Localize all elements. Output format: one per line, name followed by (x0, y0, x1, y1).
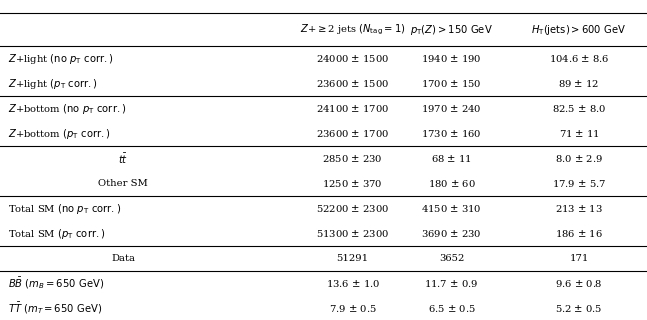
Text: 1970 $\pm$ 240: 1970 $\pm$ 240 (421, 103, 482, 114)
Text: 51300 $\pm$ 2300: 51300 $\pm$ 2300 (316, 228, 389, 239)
Text: 51291: 51291 (336, 254, 369, 263)
Text: $Z$+light $(p_{\mathrm{T}}\ \mathrm{corr.})$: $Z$+light $(p_{\mathrm{T}}\ \mathrm{corr… (8, 77, 98, 91)
Text: 5.2 $\pm$ 0.5: 5.2 $\pm$ 0.5 (555, 303, 603, 314)
Text: Total SM $(\mathrm{no}\ p_{\mathrm{T}}\ \mathrm{corr.})$: Total SM $(\mathrm{no}\ p_{\mathrm{T}}\ … (8, 202, 122, 216)
Text: 8.0 $\pm$ 2.9: 8.0 $\pm$ 2.9 (555, 153, 603, 164)
Text: $Z$+bottom $(\mathrm{no}\ p_{\mathrm{T}}\ \mathrm{corr.})$: $Z$+bottom $(\mathrm{no}\ p_{\mathrm{T}}… (8, 102, 127, 116)
Text: 17.9 $\pm$ 5.7: 17.9 $\pm$ 5.7 (552, 178, 606, 189)
Text: 186 $\pm$ 16: 186 $\pm$ 16 (555, 228, 603, 239)
Text: $Z$+bottom $(p_{\mathrm{T}}\ \mathrm{corr.})$: $Z$+bottom $(p_{\mathrm{T}}\ \mathrm{cor… (8, 127, 111, 141)
Text: 2850 $\pm$ 230: 2850 $\pm$ 230 (322, 153, 383, 164)
Text: 6.5 $\pm$ 0.5: 6.5 $\pm$ 0.5 (428, 303, 476, 314)
Text: 3690 $\pm$ 230: 3690 $\pm$ 230 (421, 228, 482, 239)
Text: $T\bar{T}\ (m_T = 650\ \mathrm{GeV})$: $T\bar{T}\ (m_T = 650\ \mathrm{GeV})$ (8, 301, 102, 316)
Text: $p_{\mathrm{T}}(Z)>150\ \mathrm{GeV}$: $p_{\mathrm{T}}(Z)>150\ \mathrm{GeV}$ (410, 23, 493, 36)
Text: 1700 $\pm$ 150: 1700 $\pm$ 150 (421, 78, 482, 89)
Text: 1730 $\pm$ 160: 1730 $\pm$ 160 (421, 128, 482, 139)
Text: 71 $\pm$ 11: 71 $\pm$ 11 (558, 128, 600, 139)
Text: 213 $\pm$ 13: 213 $\pm$ 13 (555, 203, 603, 214)
Text: $Z$+light $(\mathrm{no}\ p_{\mathrm{T}}\ \mathrm{corr.})$: $Z$+light $(\mathrm{no}\ p_{\mathrm{T}}\… (8, 52, 114, 66)
Text: 7.9 $\pm$ 0.5: 7.9 $\pm$ 0.5 (329, 303, 377, 314)
Text: 68 $\pm$ 11: 68 $\pm$ 11 (431, 153, 472, 164)
Text: $t\bar{t}$: $t\bar{t}$ (118, 152, 128, 166)
Text: 171: 171 (569, 254, 589, 263)
Text: 89 $\pm$ 12: 89 $\pm$ 12 (558, 78, 600, 89)
Text: 23600 $\pm$ 1500: 23600 $\pm$ 1500 (316, 78, 389, 89)
Text: $H_{\mathrm{T}}(\mathrm{jets})>600\ \mathrm{GeV}$: $H_{\mathrm{T}}(\mathrm{jets})>600\ \mat… (531, 23, 627, 36)
Text: 104.6 $\pm$ 8.6: 104.6 $\pm$ 8.6 (549, 53, 609, 64)
Text: Data: Data (111, 254, 135, 263)
Text: $Z$+$\geq$2 jets $(N_{\mathrm{tag}}=1)$: $Z$+$\geq$2 jets $(N_{\mathrm{tag}}=1)$ (300, 22, 406, 37)
Text: 13.6 $\pm$ 1.0: 13.6 $\pm$ 1.0 (325, 278, 380, 289)
Text: 1250 $\pm$ 370: 1250 $\pm$ 370 (322, 178, 383, 189)
Text: 24000 $\pm$ 1500: 24000 $\pm$ 1500 (316, 53, 389, 64)
Text: 4150 $\pm$ 310: 4150 $\pm$ 310 (421, 203, 482, 214)
Text: 24100 $\pm$ 1700: 24100 $\pm$ 1700 (316, 103, 389, 114)
Text: 11.7 $\pm$ 0.9: 11.7 $\pm$ 0.9 (424, 278, 479, 289)
Text: 180 $\pm$ 60: 180 $\pm$ 60 (428, 178, 476, 189)
Text: 23600 $\pm$ 1700: 23600 $\pm$ 1700 (316, 128, 389, 139)
Text: 9.6 $\pm$ 0.8: 9.6 $\pm$ 0.8 (555, 278, 603, 289)
Text: Total SM $(p_{\mathrm{T}}\ \mathrm{corr.})$: Total SM $(p_{\mathrm{T}}\ \mathrm{corr.… (8, 227, 106, 241)
Text: $B\bar{B}\ (m_B = 650\ \mathrm{GeV})$: $B\bar{B}\ (m_B = 650\ \mathrm{GeV})$ (8, 276, 105, 291)
Text: 3652: 3652 (439, 254, 465, 263)
Text: 52200 $\pm$ 2300: 52200 $\pm$ 2300 (316, 203, 389, 214)
Text: 82.5 $\pm$ 8.0: 82.5 $\pm$ 8.0 (552, 103, 606, 114)
Text: Other SM: Other SM (98, 179, 148, 188)
Text: 1940 $\pm$ 190: 1940 $\pm$ 190 (421, 53, 482, 64)
